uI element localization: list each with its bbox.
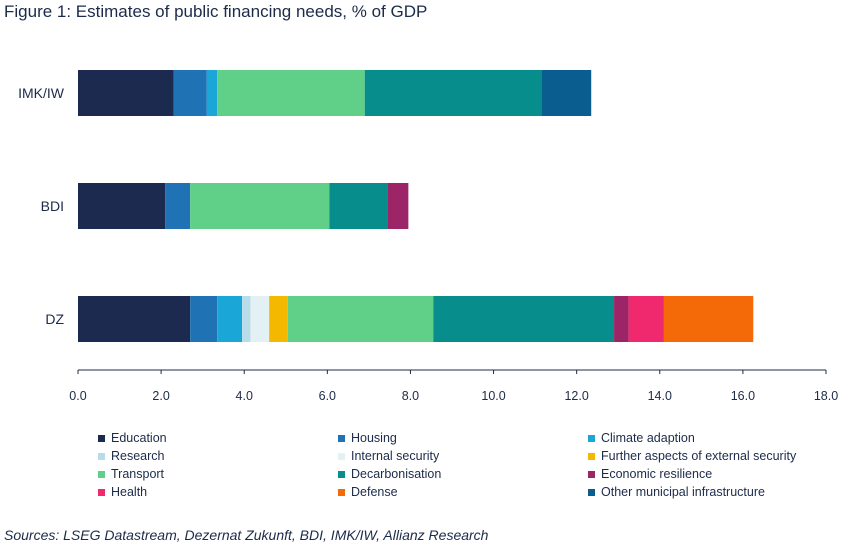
x-tick-label: 6.0	[319, 389, 336, 403]
bar-segment	[217, 296, 243, 342]
x-tick-label: 4.0	[236, 389, 253, 403]
legend-swatch	[588, 488, 595, 496]
bar-segment	[614, 296, 629, 342]
x-tick-label: 10.0	[481, 389, 505, 403]
legend: Education Housing Climate adaption Research…	[98, 429, 848, 501]
stacked-bar-chart: IMK/IW BDI DZ 0.0 2.0 4.0 6.0 8.0 10.0 12.0 14.0 1…	[18, 70, 838, 403]
legend-swatch	[338, 434, 345, 442]
bar-segment	[78, 183, 166, 229]
legend-label: Research	[111, 449, 165, 463]
legend-swatch	[588, 452, 595, 460]
legend-item: Defense	[338, 483, 588, 501]
x-tick-label: 16.0	[731, 389, 755, 403]
legend-item: Research	[98, 447, 338, 465]
bar-segment	[287, 296, 434, 342]
legend-swatch	[98, 434, 105, 442]
bar-segment	[329, 183, 388, 229]
legend-item: Climate adaption	[588, 429, 848, 447]
bar-segment	[250, 296, 270, 342]
legend-item: Education	[98, 429, 338, 447]
source-note: Sources: LSEG Datastream, Dezernat Zukun…	[4, 527, 489, 543]
legend-label: Further aspects of external security	[601, 449, 797, 463]
x-tick-label: 0.0	[69, 389, 86, 403]
bar-segment	[242, 296, 251, 342]
legend-item: Further aspects of external security	[588, 447, 848, 465]
legend-label: Economic resilience	[601, 467, 713, 481]
bar-segment	[663, 296, 754, 342]
legend-label: Internal security	[351, 449, 440, 463]
bar-segment	[78, 70, 174, 116]
bar-segment	[190, 183, 330, 229]
chart-title: Figure 1: Estimates of public financing …	[4, 2, 428, 21]
bar-segment	[364, 70, 542, 116]
category-label: BDI	[41, 198, 64, 214]
bar-segment	[387, 183, 409, 229]
legend-label: Transport	[111, 467, 165, 481]
legend-item: Housing	[338, 429, 588, 447]
bar-segment	[165, 183, 191, 229]
category-labels: IMK/IW BDI DZ	[18, 85, 65, 327]
bar-segment	[628, 296, 664, 342]
legend-label: Education	[111, 431, 167, 445]
legend-item: Decarbonisation	[338, 465, 588, 483]
x-tick-label: 12.0	[564, 389, 588, 403]
legend-swatch	[338, 488, 345, 496]
legend-swatch	[338, 452, 345, 460]
legend-swatch	[98, 488, 105, 496]
x-tick-label: 18.0	[814, 389, 838, 403]
legend-item: Other municipal infrastructure	[588, 483, 848, 501]
legend-label: Other municipal infrastructure	[601, 485, 765, 499]
bar-segment	[173, 70, 207, 116]
bar-segment	[433, 296, 615, 342]
x-tick-label: 2.0	[152, 389, 169, 403]
legend-swatch	[588, 434, 595, 442]
legend-label: Health	[111, 485, 148, 499]
category-label: DZ	[45, 311, 64, 327]
x-tick-label: 14.0	[648, 389, 672, 403]
bar-segment	[269, 296, 288, 342]
bar-segment	[541, 70, 592, 116]
legend-item: Economic resilience	[588, 465, 848, 483]
legend-label: Decarbonisation	[351, 467, 442, 481]
bar-segment	[217, 70, 365, 116]
category-label: IMK/IW	[18, 85, 65, 101]
legend-item: Health	[98, 483, 338, 501]
x-axis-ticks: 0.0 2.0 4.0 6.0 8.0 10.0 12.0 14.0 16.0 18.0	[69, 370, 838, 403]
bar-segment	[190, 296, 218, 342]
legend-swatch	[588, 470, 595, 478]
x-tick-label: 8.0	[402, 389, 419, 403]
legend-swatch	[98, 470, 105, 478]
legend-item: Transport	[98, 465, 338, 483]
bar-segment	[206, 70, 218, 116]
legend-swatch	[338, 470, 345, 478]
bars-group	[78, 70, 754, 342]
bar-segment	[78, 296, 191, 342]
legend-label: Climate adaption	[601, 431, 695, 445]
legend-label: Housing	[351, 431, 397, 445]
legend-item: Internal security	[338, 447, 588, 465]
legend-swatch	[98, 452, 105, 460]
legend-label: Defense	[351, 485, 398, 499]
